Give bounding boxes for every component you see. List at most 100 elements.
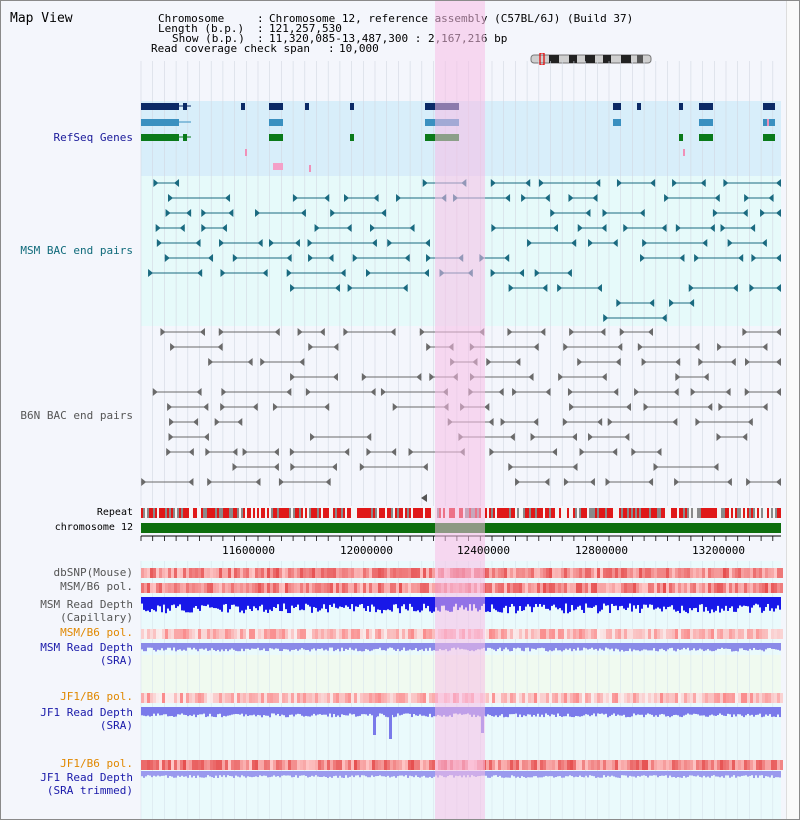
depth-bar bbox=[301, 597, 303, 610]
depth-bar bbox=[161, 771, 163, 776]
b6n-bac-label[interactable]: B6N BAC end pairs bbox=[20, 409, 133, 422]
polymorphism-cell bbox=[516, 693, 519, 703]
depth-bar bbox=[165, 643, 167, 650]
polymorphism-cell bbox=[501, 693, 504, 703]
repeat-segment bbox=[525, 508, 527, 518]
depth-bar bbox=[509, 597, 511, 607]
depth-bar bbox=[337, 707, 339, 716]
repeat-segment bbox=[189, 508, 191, 518]
depth-bar bbox=[403, 771, 405, 777]
depth-bar bbox=[641, 597, 643, 609]
depth-bar bbox=[239, 707, 241, 715]
dbsnp-label[interactable]: dbSNP(Mouse) bbox=[53, 566, 133, 579]
bac-end-marker bbox=[732, 284, 738, 292]
polymorphism-cell bbox=[267, 760, 270, 770]
bac-end-marker bbox=[332, 373, 338, 381]
msm-b6-pol-label-2[interactable]: MSM/B6 pol. bbox=[60, 626, 133, 639]
msm-depth-sra-label[interactable]: MSM Read Depth bbox=[40, 641, 133, 654]
depth-bar bbox=[761, 643, 763, 651]
polymorphism-cell bbox=[714, 693, 717, 703]
polymorphism-cell bbox=[549, 629, 552, 639]
depth-bar bbox=[305, 643, 307, 651]
polymorphism-cell bbox=[243, 760, 246, 770]
depth-bar bbox=[605, 597, 607, 606]
polymorphism-cell bbox=[726, 760, 729, 770]
msm-depth-cap-label[interactable]: MSM Read Depth bbox=[40, 598, 133, 611]
depth-bar bbox=[565, 597, 567, 604]
repeat-segment bbox=[287, 508, 289, 518]
depth-bar bbox=[333, 597, 335, 604]
jf1-depth-sra-label[interactable]: JF1 Read Depth bbox=[40, 706, 133, 719]
msm-b6-pol-label[interactable]: MSM/B6 pol. bbox=[60, 580, 133, 593]
bac-end-marker bbox=[273, 448, 279, 456]
depth-bar bbox=[217, 643, 219, 650]
depth-bar bbox=[651, 771, 653, 776]
depth-bar bbox=[153, 643, 155, 651]
depth-bar bbox=[341, 643, 343, 648]
depth-bar bbox=[543, 597, 545, 605]
polymorphism-cell bbox=[609, 629, 612, 639]
depth-bar bbox=[631, 771, 633, 777]
polymorphism-cell bbox=[429, 760, 432, 770]
polymorphism-cell bbox=[426, 568, 429, 578]
bac-end-marker bbox=[402, 284, 408, 292]
polymorphism-cell bbox=[333, 583, 336, 593]
depth-bar bbox=[253, 771, 255, 777]
depth-bar bbox=[609, 597, 611, 613]
polymorphism-cell bbox=[426, 583, 429, 593]
repeat-segment bbox=[531, 508, 533, 518]
bac-end-marker bbox=[601, 224, 607, 232]
jf1-depth-trim-label[interactable]: JF1 Read Depth bbox=[40, 771, 133, 784]
polymorphism-cell bbox=[303, 693, 306, 703]
refseq-genes-label[interactable]: RefSeq Genes bbox=[53, 131, 133, 144]
repeat-segment bbox=[733, 508, 735, 518]
vertical-scrollbar[interactable] bbox=[786, 1, 799, 819]
repeat-segment bbox=[651, 508, 653, 518]
depth-bar bbox=[739, 771, 741, 777]
selected-region-highlight[interactable] bbox=[435, 1, 485, 819]
sep-4: : bbox=[328, 42, 335, 55]
depth-bar bbox=[317, 771, 319, 777]
polymorphism-cell bbox=[351, 583, 354, 593]
polymorphism-cell bbox=[618, 760, 621, 770]
polymorphism-cell bbox=[384, 583, 387, 593]
polymorphism-cell bbox=[261, 629, 264, 639]
repeat-segment bbox=[593, 508, 595, 518]
depth-bar bbox=[713, 597, 715, 613]
polymorphism-cell bbox=[261, 568, 264, 578]
bac-end-marker bbox=[170, 343, 176, 351]
polymorphism-cell bbox=[651, 629, 654, 639]
polymorphism-cell bbox=[780, 629, 783, 639]
repeat-segment bbox=[259, 508, 261, 518]
depth-bar bbox=[557, 643, 559, 651]
polymorphism-cell bbox=[375, 629, 378, 639]
repeat-segment bbox=[487, 508, 489, 518]
msm-bac-label[interactable]: MSM BAC end pairs bbox=[20, 244, 133, 257]
polymorphism-cell bbox=[315, 629, 318, 639]
polymorphism-cell bbox=[723, 568, 726, 578]
polymorphism-cell bbox=[696, 760, 699, 770]
polymorphism-cell bbox=[390, 583, 393, 593]
depth-bar bbox=[593, 643, 595, 650]
msm-depth-cap-sublabel: (Capillary) bbox=[60, 611, 133, 624]
polymorphism-cell bbox=[399, 629, 402, 639]
depth-bar bbox=[189, 771, 191, 776]
polymorphism-cell bbox=[486, 583, 489, 593]
jf1-b6-pol-label-2[interactable]: JF1/B6 pol. bbox=[60, 757, 133, 770]
depth-bar bbox=[291, 771, 293, 778]
depth-bar bbox=[657, 643, 659, 652]
repeat-segment bbox=[523, 508, 525, 518]
polymorphism-cell bbox=[606, 568, 609, 578]
polymorphism-cell bbox=[402, 629, 405, 639]
polymorphism-cell bbox=[519, 760, 522, 770]
repeat-segment bbox=[265, 508, 267, 518]
depth-bar bbox=[159, 643, 161, 651]
polymorphism-cell bbox=[618, 693, 621, 703]
polymorphism-cell bbox=[537, 568, 540, 578]
jf1-b6-pol-label[interactable]: JF1/B6 pol. bbox=[60, 690, 133, 703]
polymorphism-cell bbox=[345, 693, 348, 703]
depth-bar bbox=[185, 597, 187, 613]
polymorphism-cell bbox=[654, 693, 657, 703]
polymorphism-cell bbox=[237, 583, 240, 593]
depth-bar bbox=[495, 707, 497, 716]
